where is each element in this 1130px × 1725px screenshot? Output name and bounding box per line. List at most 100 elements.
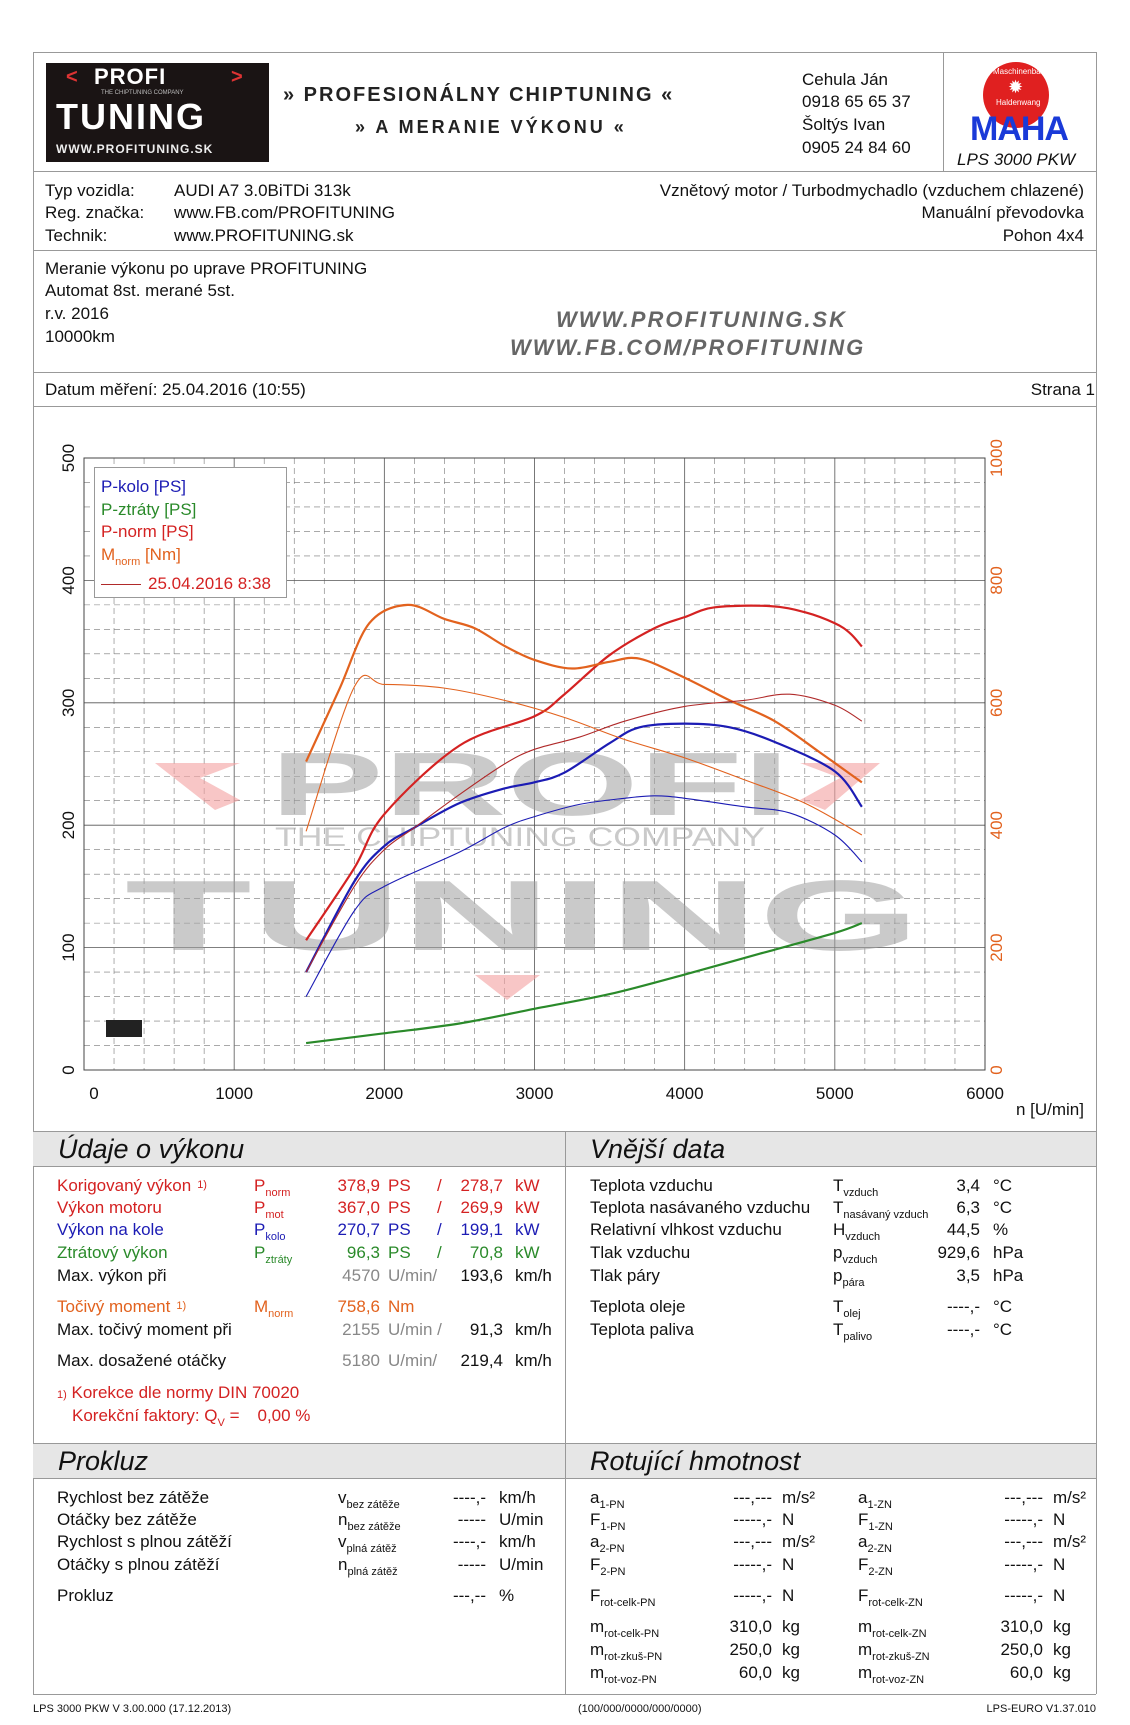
- symbol-main: F: [590, 1510, 601, 1529]
- legend-p-ztraty: P-ztráty [PS]: [101, 500, 197, 519]
- rotating-unit: kg: [1053, 1663, 1071, 1682]
- slip-value: -----: [457, 1510, 486, 1529]
- symbol-main: F: [858, 1510, 869, 1529]
- performance-label: Výkon na kole: [57, 1220, 164, 1240]
- vehicle-field-value: www.PROFITUNING.sk: [174, 226, 354, 245]
- symbol: F1-PN: [590, 1510, 625, 1533]
- external-label: Teplota paliva: [590, 1320, 694, 1339]
- footnote-ref: 1): [176, 1300, 187, 1312]
- external-unit: °C: [993, 1176, 1013, 1195]
- footer-center: (100/000/0000/000/0000): [578, 1703, 702, 1715]
- maha-text: Maschinenbau: [993, 67, 1046, 76]
- symbol-main: n: [338, 1510, 348, 1529]
- value-secondary: 278,7: [460, 1176, 503, 1195]
- symbol-subscript: 1-PN: [599, 1499, 625, 1511]
- series-p-norm-25-04-2016-8-38-ps-: [305, 693, 863, 973]
- vehicle-field-value: www.FB.com/PROFITUNING: [174, 203, 396, 222]
- section-title-slip: Prokluz: [58, 1446, 149, 1476]
- factor-value: 0,00 %: [257, 1406, 311, 1425]
- external-value: 44,5: [946, 1220, 980, 1239]
- y-tick-label-right: 400: [987, 811, 1006, 839]
- symbol-main: T: [833, 1176, 844, 1195]
- y-tick-label-right: 0: [987, 1065, 1006, 1074]
- label-text: Max. dosažené otáčky: [57, 1351, 227, 1370]
- y-tick-label-left: 400: [59, 566, 78, 594]
- y-tick-label-left: 0: [59, 1065, 78, 1074]
- rotating-value: 250,0: [729, 1640, 772, 1659]
- unit-primary: U/min/: [388, 1351, 438, 1370]
- footnote: 1) Korekce dle normy DIN 70020: [57, 1383, 299, 1403]
- value-primary: 96,3: [346, 1243, 380, 1262]
- logo-text: PROFI: [94, 64, 167, 89]
- watermark-chevron-left: [155, 763, 240, 810]
- rotating-unit: kg: [782, 1640, 800, 1659]
- logo-url: WWW.PROFITUNING.SK: [56, 142, 214, 156]
- performance-label: Točivý moment 1): [57, 1297, 186, 1317]
- performance-label: Max. točivý moment při: [57, 1320, 232, 1340]
- rotating-unit: kg: [1053, 1640, 1071, 1659]
- external-label: Teplota oleje: [590, 1297, 686, 1316]
- value-secondary: 193,6: [460, 1266, 503, 1285]
- rotating-unit: N: [1053, 1586, 1066, 1605]
- note-line: Automat 8st. merané 5st.: [45, 281, 235, 300]
- unit-primary: PS: [388, 1243, 411, 1262]
- section-header-bar: [33, 1131, 1096, 1167]
- y-tick-label-right: 800: [987, 566, 1006, 594]
- symbol-main: v: [338, 1488, 347, 1507]
- performance-label: Korigovaný výkon 1): [57, 1176, 207, 1196]
- symbol: a2-ZN: [858, 1532, 892, 1555]
- symbol-main: P: [254, 1198, 266, 1217]
- symbol: a1-ZN: [858, 1488, 892, 1511]
- value-secondary: 219,4: [460, 1351, 503, 1370]
- unit-primary: PS: [388, 1176, 411, 1195]
- external-unit: hPa: [993, 1266, 1024, 1285]
- symbol-subscript: 2-PN: [600, 1566, 626, 1578]
- slip-unit: km/h: [499, 1532, 536, 1551]
- slip-label: Prokluz: [57, 1586, 114, 1605]
- symbol-main: m: [858, 1663, 873, 1682]
- legend-symbol: M: [101, 545, 116, 564]
- symbol: mrot-voz-ZN: [858, 1663, 924, 1686]
- rotating-value: ---,---: [1004, 1532, 1043, 1551]
- slip-value: ----,-: [452, 1532, 486, 1551]
- watermark-text: PROFI: [270, 735, 790, 835]
- external-label: Tlak páry: [590, 1266, 660, 1285]
- factor-label: Korekční faktory: Q: [72, 1406, 218, 1425]
- slip-value: ----,-: [452, 1488, 486, 1507]
- symbol-subscript: olej: [843, 1308, 861, 1320]
- rotating-unit: N: [782, 1586, 795, 1605]
- symbol: Pkolo: [254, 1220, 286, 1243]
- symbol-subscript: rot-celk-ZN: [868, 1597, 923, 1609]
- value-primary: 270,7: [337, 1220, 380, 1239]
- symbol-subscript: rot-celk-PN: [604, 1628, 660, 1640]
- symbol-main: T: [833, 1198, 844, 1217]
- series-p-kolo-ps-: [305, 722, 863, 973]
- symbol: Tolej: [833, 1297, 861, 1320]
- symbol: vplná zátěž: [338, 1532, 397, 1555]
- symbol-subscript: rot-voz-PN: [604, 1674, 657, 1686]
- symbol-main: P: [254, 1243, 266, 1262]
- label-text: Točivý moment: [57, 1297, 171, 1316]
- symbol: mrot-celk-ZN: [858, 1617, 927, 1640]
- symbol-subscript: 1-ZN: [867, 1499, 892, 1511]
- symbol-main: F: [858, 1586, 869, 1605]
- unit-secondary: km/h: [515, 1320, 552, 1339]
- rotating-unit: N: [1053, 1510, 1066, 1529]
- symbol-main: m: [858, 1640, 873, 1659]
- watermark-text: TUNING: [125, 860, 920, 972]
- symbol-main: p: [833, 1243, 843, 1262]
- symbol-main: F: [590, 1555, 601, 1574]
- banner-line-1: » PROFESIONÁLNY CHIPTUNING «: [283, 84, 675, 106]
- symbol-subscript: vzduch: [842, 1254, 878, 1266]
- divider: [33, 250, 1096, 251]
- section-divider: [565, 1131, 566, 1694]
- rotating-value: ---,---: [733, 1488, 772, 1507]
- contact-phone: 0905 24 84 60: [802, 138, 911, 157]
- vehicle-property: Pohon 4x4: [1002, 226, 1084, 245]
- symbol: nplná zátěž: [338, 1555, 398, 1578]
- value-primary: 758,6: [337, 1297, 380, 1316]
- symbol-subscript: ztráty: [265, 1254, 293, 1266]
- symbol: nbez zátěže: [338, 1510, 401, 1533]
- symbol-main: H: [833, 1220, 846, 1239]
- rotating-value: -----,-: [733, 1586, 772, 1605]
